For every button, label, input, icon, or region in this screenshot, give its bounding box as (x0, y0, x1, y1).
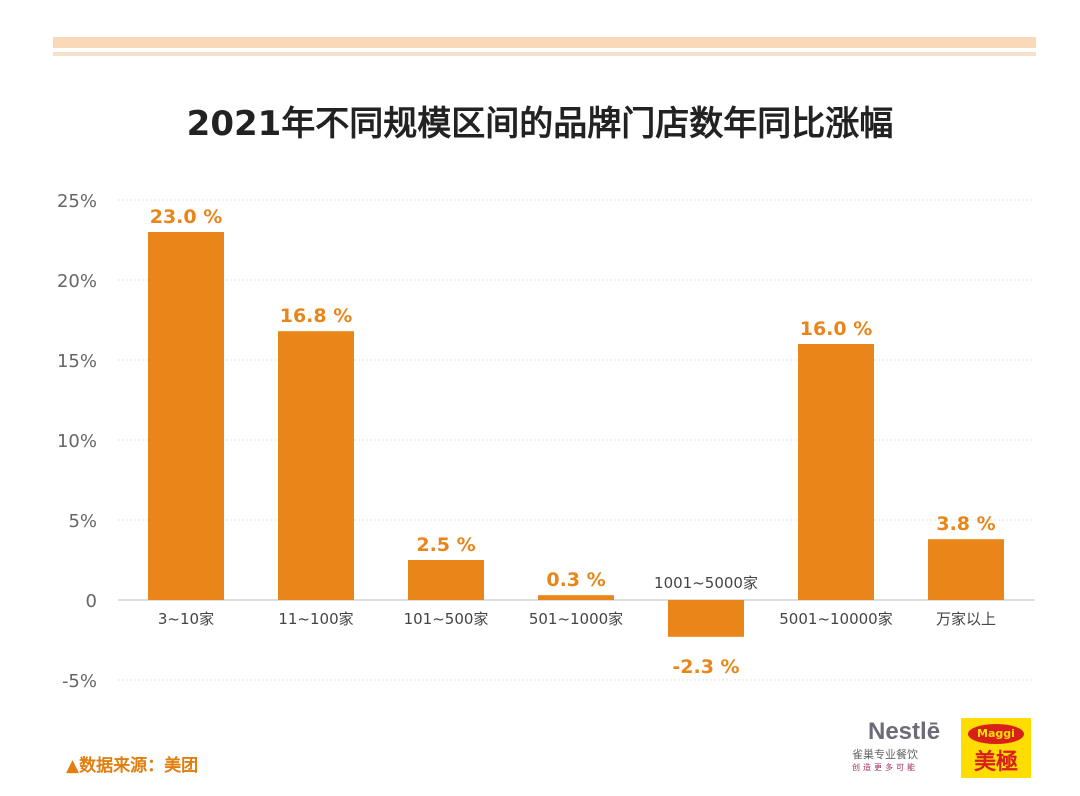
header-band-thin (53, 52, 1036, 56)
x-tick-label: 11~100家 (278, 610, 353, 628)
x-tick-label: 3~10家 (158, 610, 214, 628)
bar (798, 344, 874, 600)
bar (928, 539, 1004, 600)
bar (538, 595, 614, 600)
data-label: 0.3 % (546, 569, 605, 591)
x-tick-label: 501~1000家 (529, 610, 623, 628)
y-tick-label: 0 (86, 591, 97, 612)
bar (148, 232, 224, 600)
y-tick-label: 10% (57, 431, 97, 452)
data-label: -2.3 % (672, 656, 739, 678)
maggi-logo: Maggi 美極 (961, 718, 1031, 778)
data-label: 2.5 % (416, 534, 475, 556)
data-label: 23.0 % (150, 206, 223, 228)
x-tick-label: 101~500家 (404, 610, 489, 628)
y-tick-label: 25% (57, 191, 97, 212)
header-band (53, 37, 1036, 48)
data-label: 3.8 % (936, 513, 995, 535)
bar (278, 331, 354, 600)
y-tick-label: 15% (57, 351, 97, 372)
y-tick-label: 20% (57, 271, 97, 292)
chart-title: 2021年不同规模区间的品牌门店数年同比涨幅 (186, 104, 894, 144)
x-tick-label: 1001~5000家 (654, 574, 758, 592)
y-tick-label: -5% (62, 671, 97, 692)
bar (668, 600, 744, 637)
x-tick-label: 万家以上 (936, 610, 996, 628)
nestle-logo: Nestlē 雀巢专业餐饮 创造更多可能 (852, 718, 941, 772)
x-tick-label: 5001~10000家 (779, 610, 892, 628)
data-label: 16.0 % (800, 318, 873, 340)
bar (408, 560, 484, 600)
y-tick-label: 5% (68, 511, 97, 532)
data-label: 16.8 % (280, 305, 353, 327)
source-note: ▲数据来源：美团 (66, 756, 199, 776)
